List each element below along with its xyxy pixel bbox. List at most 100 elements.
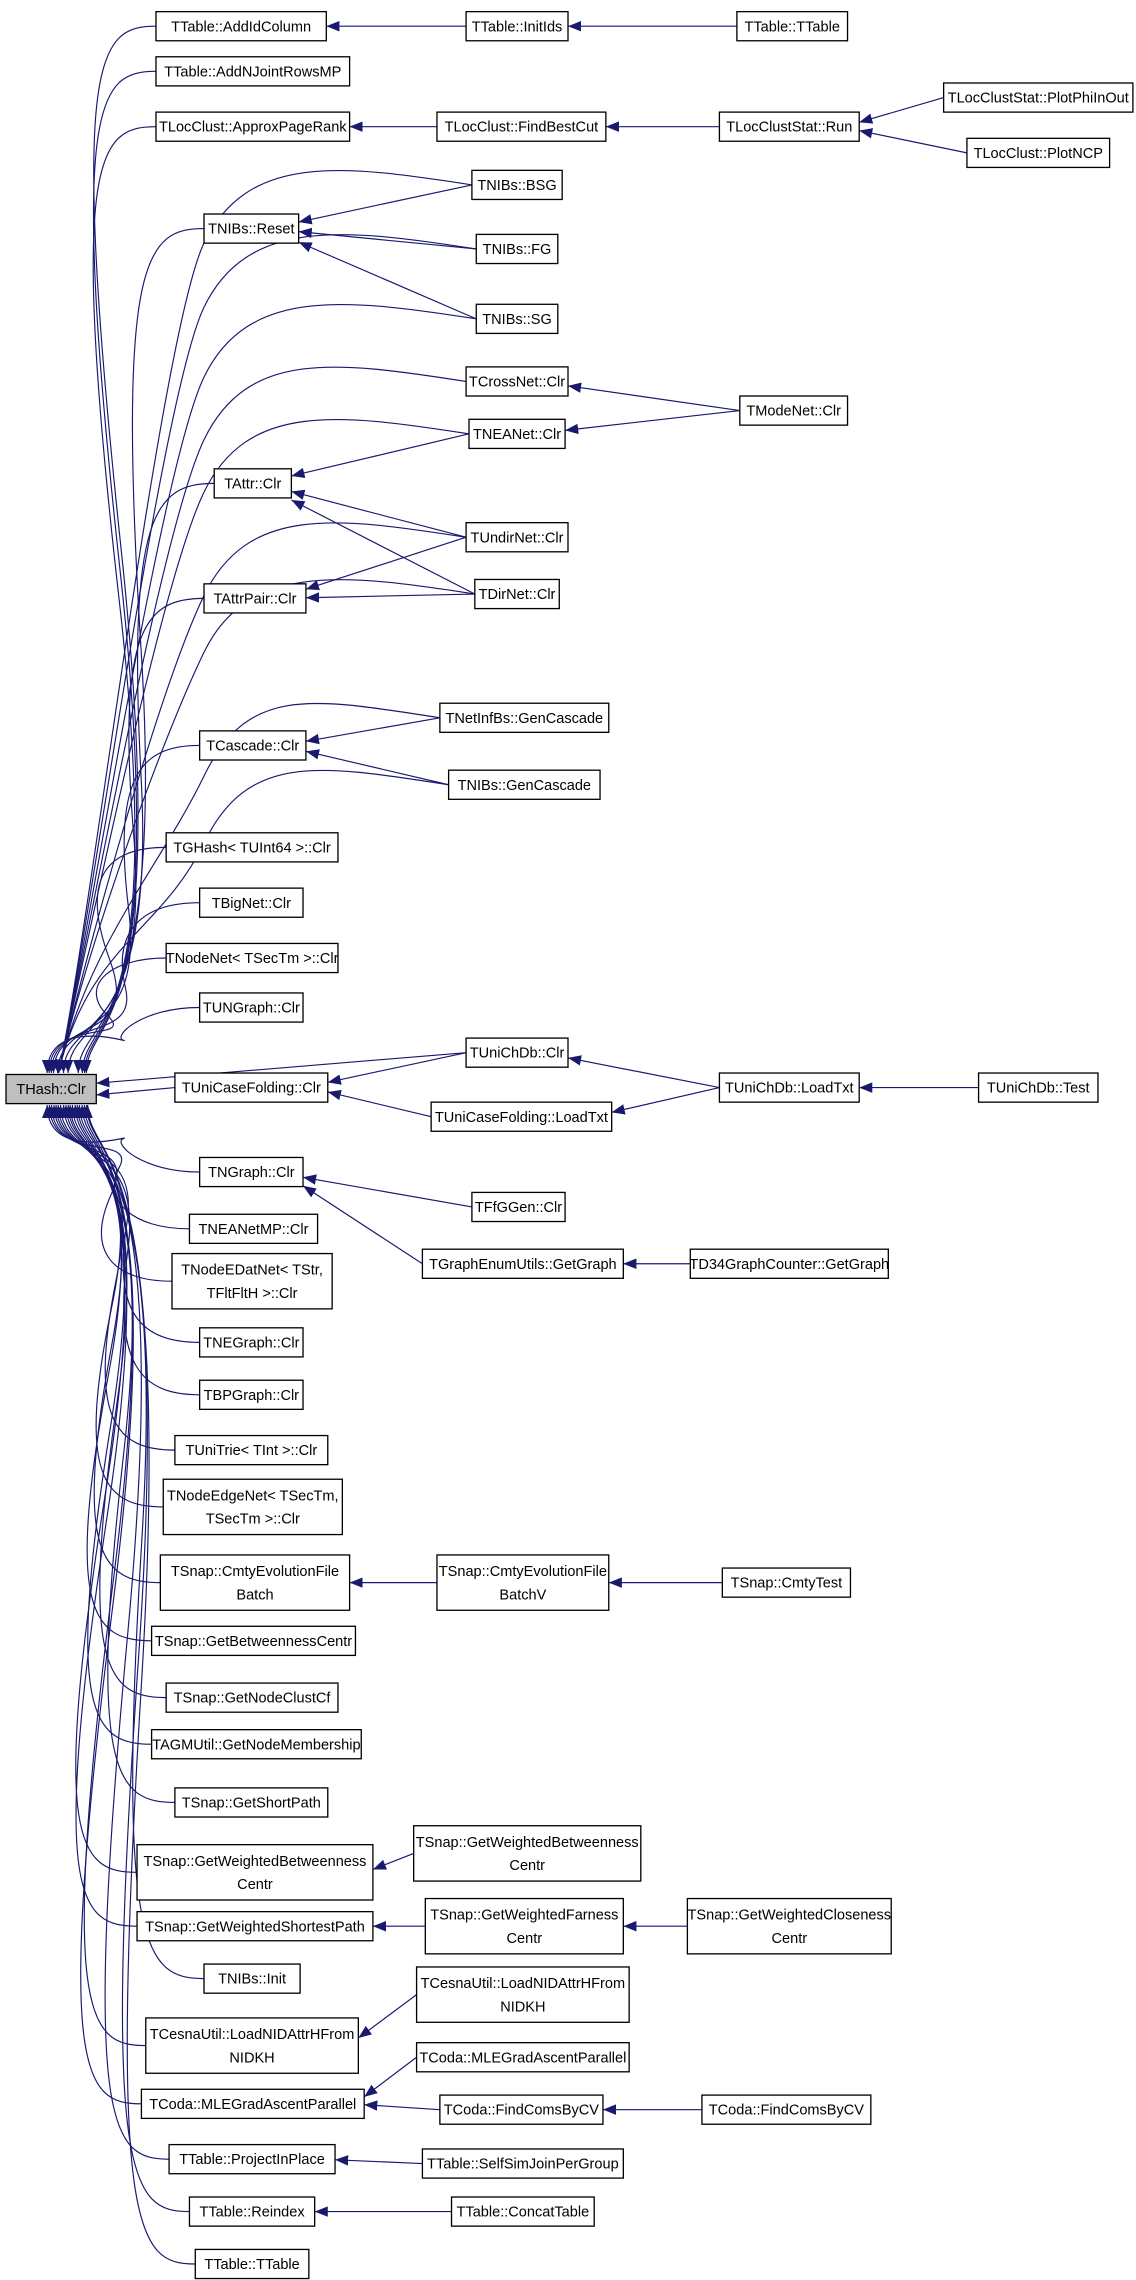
graph-node[interactable]: TNIBs::Init xyxy=(203,1963,301,1994)
node-label: Centr xyxy=(237,1877,273,1893)
node-box xyxy=(174,1434,329,1466)
graph-node[interactable]: TNGraph::Clr xyxy=(198,1156,304,1188)
graph-node[interactable]: TLocClustStat::PlotPhiInOut xyxy=(942,82,1134,113)
graph-node[interactable]: TNodeEDatNet< TStr,TFltFltH >::Clr xyxy=(171,1252,333,1310)
node-label: TNIBs::FG xyxy=(483,242,552,258)
node-box xyxy=(475,233,559,265)
graph-node[interactable]: TLocClust::ApproxPageRank xyxy=(155,111,351,142)
graph-node[interactable]: TNEANetMP::Clr xyxy=(188,1213,319,1245)
node-box xyxy=(155,10,327,42)
graph-node[interactable]: TTable::InitIds xyxy=(465,10,569,42)
node-label: TAttr::Clr xyxy=(224,476,281,492)
graph-node[interactable]: TAGMUtil::GetNodeMembership xyxy=(150,1729,362,1760)
node-label: Centr xyxy=(509,1858,545,1874)
edge-ungraphClr-to-root xyxy=(41,1006,200,1074)
node-box xyxy=(465,366,569,397)
graph-node[interactable]: TBPGraph::Clr xyxy=(198,1379,304,1411)
graph-node[interactable]: TCrossNet::Clr xyxy=(465,366,569,397)
graph-node[interactable]: TNetInfBs::GenCascade xyxy=(439,702,610,733)
node-label: TCesnaUtil::LoadNIDAttrHFrom xyxy=(421,1976,626,1992)
node-label: TUniTrie< TInt >::Clr xyxy=(185,1443,317,1459)
graph-node[interactable]: TD34GraphCounter::GetGraph xyxy=(689,1248,889,1279)
graph-node[interactable]: TLocClust::FindBestCut xyxy=(436,111,607,142)
edge-cesna2-to-cesna1 xyxy=(357,1994,417,2039)
graph-node[interactable]: TNIBs::SG xyxy=(475,303,559,335)
graph-node[interactable]: TTable::Reindex xyxy=(188,2196,316,2227)
node-box xyxy=(198,992,304,1023)
graph-node[interactable]: TSnap::CmtyTest xyxy=(721,1567,852,1598)
edge-coda2-to-coda1 xyxy=(363,2056,417,2098)
graph-node[interactable]: TTable::TTable xyxy=(736,10,849,42)
node-label: NIDKH xyxy=(500,1999,545,2015)
graph-node[interactable]: TNIBs::BSG xyxy=(471,169,563,201)
graph-node[interactable]: TTable::TTable xyxy=(194,2248,310,2280)
graph-node[interactable]: TUniChDb::LoadTxt xyxy=(718,1072,860,1103)
graph-node[interactable]: TSnap::GetShortPath xyxy=(174,1787,329,1818)
graph-node[interactable]: TNIBs::GenCascade xyxy=(447,769,601,800)
graph-node[interactable]: TCoda::MLEGradAscentParallel xyxy=(140,2088,365,2120)
edge-findComs1-to-coda1 xyxy=(364,2100,440,2111)
graph-node[interactable]: TNodeEdgeNet< TSecTm,TSecTm >::Clr xyxy=(162,1478,343,1536)
node-box xyxy=(198,730,307,761)
node-label: TGraphEnumUtils::GetGraph xyxy=(429,1257,617,1273)
edge-undirClr-to-attrPairClr xyxy=(305,536,467,591)
node-label: TNodeNet< TSecTm >::Clr xyxy=(166,951,339,967)
graph-node[interactable]: TCoda::FindComsByCV xyxy=(439,2094,604,2125)
edge-uniChDbClr-to-root xyxy=(96,1052,467,1088)
edge-bsg-to-nibsReset xyxy=(298,184,473,225)
graph-node[interactable]: TCoda::MLEGradAscentParallel xyxy=(415,2042,630,2073)
graph-node[interactable]: TAttr::Clr xyxy=(213,468,293,499)
graph-node[interactable]: TNIBs::FG xyxy=(475,233,559,265)
graph-node[interactable]: TUNGraph::Clr xyxy=(198,992,304,1023)
graph-node[interactable]: TFfGGen::Clr xyxy=(471,1191,566,1223)
node-label: TUNGraph::Clr xyxy=(203,1001,300,1017)
edge-uniCaseLoad-to-uniCaseClr xyxy=(327,1089,432,1118)
graph-node[interactable]: TGHash< TUInt64 >::Clr xyxy=(165,832,339,863)
graph-node[interactable]: TModeNet::Clr xyxy=(739,395,849,426)
graph-node[interactable]: TTable::AddIdColumn xyxy=(155,10,327,42)
graph-node[interactable]: TSnap::GetWeightedShortestPath xyxy=(136,1910,374,1942)
graph-node[interactable]: TUndirNet::Clr xyxy=(465,522,569,553)
graph-node[interactable]: TBigNet::Clr xyxy=(198,887,304,918)
graph-node[interactable]: TLocClustStat::Run xyxy=(718,111,860,142)
graph-node[interactable]: TUniCaseFolding::LoadTxt xyxy=(430,1101,613,1132)
graph-node[interactable]: TUniChDb::Clr xyxy=(465,1037,569,1068)
edge-nibsGen-to-root xyxy=(56,769,449,1074)
graph-node[interactable]: TGraphEnumUtils::GetGraph xyxy=(421,1248,624,1279)
graph-node[interactable]: TNIBs::Reset xyxy=(203,213,300,244)
graph-node[interactable]: TSnap::GetNodeClustCf xyxy=(165,1682,339,1713)
graph-node[interactable]: TNodeNet< TSecTm >::Clr xyxy=(165,942,339,974)
graph-node[interactable]: TTable::AddNJointRowsMP xyxy=(155,56,351,87)
node-box xyxy=(150,1729,362,1760)
root-node[interactable]: THash::Clr xyxy=(5,1073,97,1105)
edge-undirClr-to-root xyxy=(56,522,467,1074)
graph-node[interactable]: TNEANet::Clr xyxy=(468,418,566,450)
node-box xyxy=(689,1248,889,1279)
graph-node[interactable]: TCoda::FindComsByCV xyxy=(701,2094,872,2125)
nodes: THash::Clr TTable::AddIdColumnTTable::Add… xyxy=(5,10,1134,2280)
node-box xyxy=(415,2042,630,2073)
graph-node[interactable]: TDirNet::Clr xyxy=(474,578,560,610)
graph-node[interactable]: TTable::ConcatTable xyxy=(450,2196,595,2227)
graph-node[interactable]: TCascade::Clr xyxy=(198,730,307,761)
graph-node[interactable]: TSnap::GetBetweennessCentr xyxy=(150,1625,357,1657)
graph-node[interactable]: TTable::SelfSimJoinPerGroup xyxy=(421,2148,624,2179)
graph-node[interactable]: TAttrPair::Clr xyxy=(203,583,307,614)
node-label: TUniChDb::LoadTxt xyxy=(725,1081,854,1097)
graph-node[interactable]: TNEGraph::Clr xyxy=(198,1327,304,1358)
graph-node[interactable]: TUniChDb::Test xyxy=(977,1072,1099,1103)
graph-node[interactable]: TTable::ProjectInPlace xyxy=(168,2143,336,2175)
edge-sg-to-nibsReset xyxy=(298,241,477,320)
graph-node[interactable]: TUniTrie< TInt >::Clr xyxy=(174,1434,329,1466)
graph-node[interactable]: TUniCaseFolding::Clr xyxy=(174,1072,329,1103)
graph-node[interactable]: TLocClust::PlotNCP xyxy=(966,137,1111,169)
node-label: TCascade::Clr xyxy=(206,739,299,755)
